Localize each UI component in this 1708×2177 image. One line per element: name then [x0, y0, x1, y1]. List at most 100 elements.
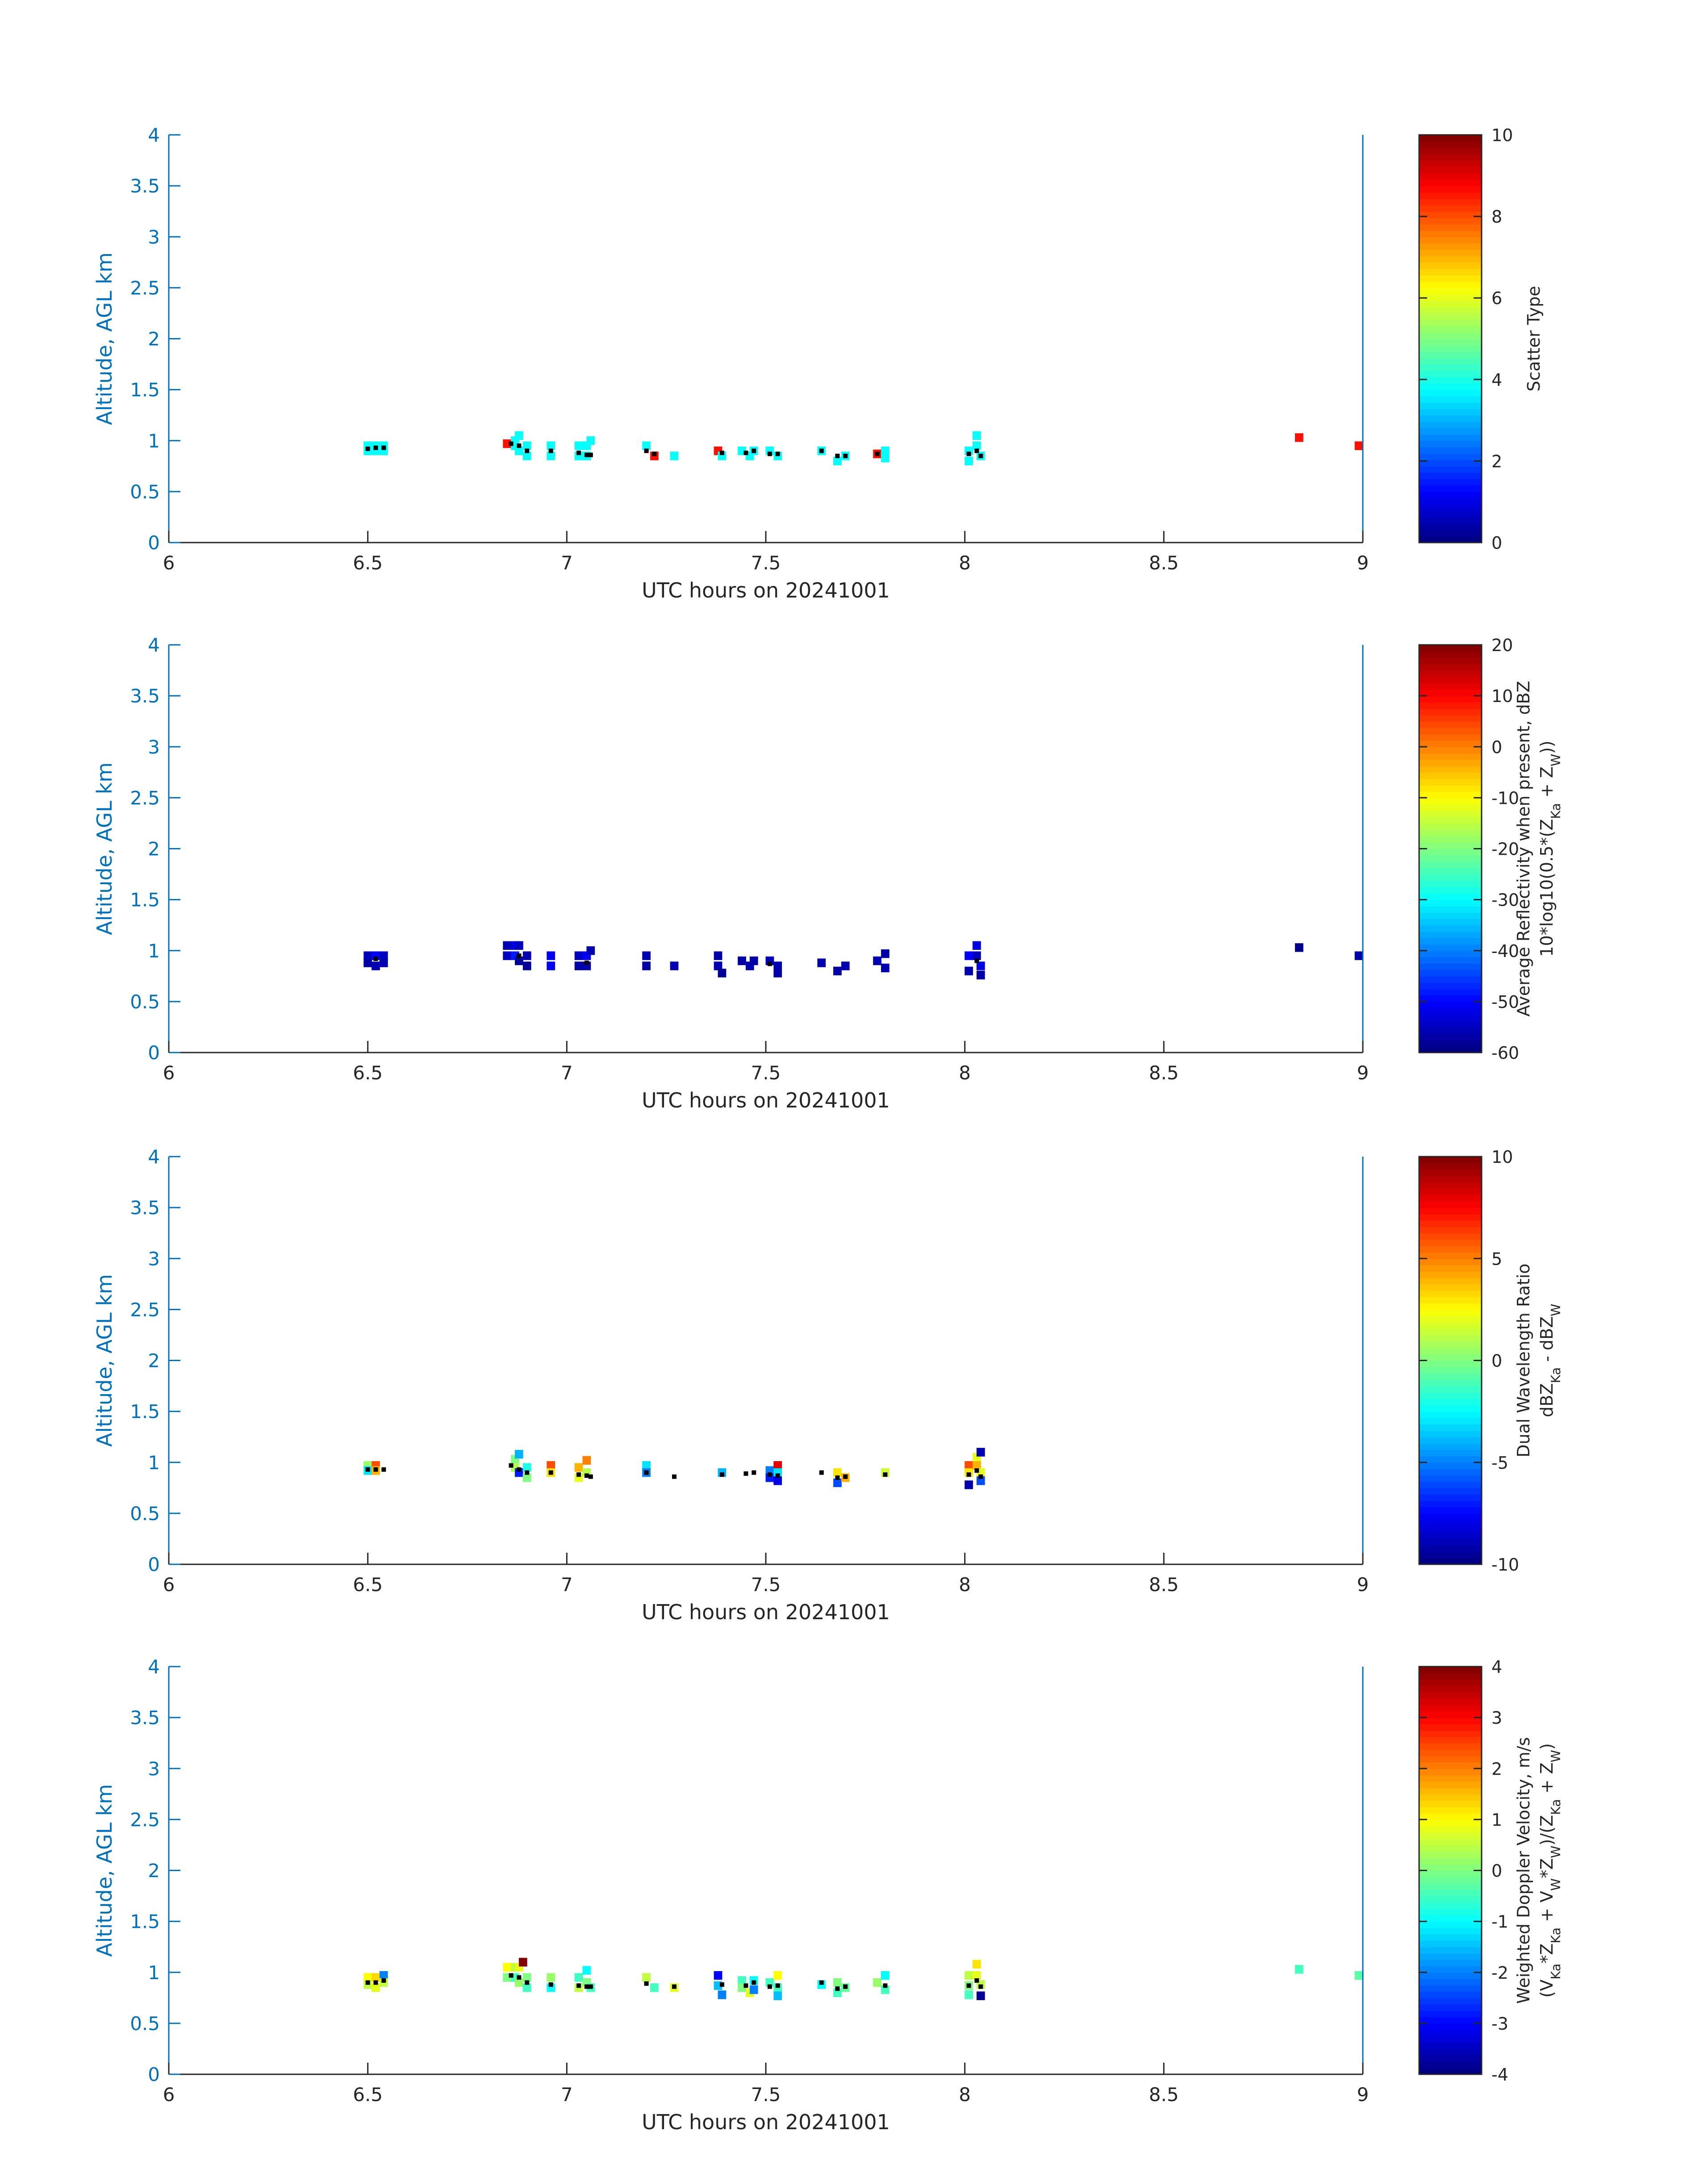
marker-point — [576, 451, 581, 455]
colorbar-swatch — [1419, 1673, 1482, 1680]
marker-point — [517, 1467, 522, 1472]
colorbar-swatch — [1419, 848, 1482, 856]
marker-point — [576, 1472, 581, 1477]
y-tick-label: 0 — [148, 1042, 160, 1064]
colorbar-swatch — [1419, 1417, 1482, 1425]
heatmap-cell — [363, 951, 372, 960]
colorbar-swatch — [1419, 1214, 1482, 1221]
heatmap-cell — [503, 1963, 511, 1972]
heatmap-cell — [670, 961, 679, 970]
colorbar-swatch — [1419, 855, 1482, 862]
y-tick-label: 0.5 — [130, 481, 160, 503]
colorbar-swatch — [1419, 1014, 1482, 1021]
colorbar-tick-label: -60 — [1491, 1043, 1519, 1063]
colorbar-tick-label: -1 — [1491, 1912, 1508, 1932]
colorbar-swatch — [1419, 1717, 1482, 1725]
colorbar-swatch — [1419, 179, 1482, 186]
colorbar-tick-label: -10 — [1491, 788, 1519, 808]
colorbar-tick-label: 0 — [1491, 737, 1502, 757]
plot-area — [169, 645, 1363, 1053]
marker-point — [381, 445, 386, 450]
colorbar-swatch — [1419, 1290, 1482, 1297]
heatmap-cell — [881, 453, 889, 463]
colorbar-swatch — [1419, 810, 1482, 817]
marker-point — [974, 958, 979, 963]
heatmap-cell — [873, 956, 881, 965]
plot-area — [169, 1667, 1363, 2074]
colorbar-tick-label: -3 — [1491, 2014, 1508, 2034]
marker-point — [548, 1470, 553, 1475]
colorbar-swatch — [1419, 925, 1482, 932]
colorbar-swatch — [1419, 402, 1482, 409]
marker-point — [843, 1984, 848, 1989]
x-tick-label: 8 — [959, 2084, 971, 2106]
colorbar-swatch — [1419, 1226, 1482, 1233]
marker-point — [719, 1982, 724, 1987]
heatmap-cell — [522, 1473, 531, 1482]
colorbar-tick-label: -5 — [1491, 1453, 1508, 1473]
colorbar-swatch — [1419, 1819, 1482, 1826]
marker-point — [835, 453, 840, 458]
marker-point — [883, 1472, 888, 1477]
x-tick-label: 8 — [959, 1062, 971, 1084]
marker-point — [588, 1474, 593, 1479]
colorbar-swatch — [1419, 804, 1482, 811]
colorbar-swatch — [1419, 1033, 1482, 1040]
colorbar-swatch — [1419, 338, 1482, 346]
colorbar-swatch — [1419, 485, 1482, 492]
colorbar-swatch — [1419, 300, 1482, 307]
colorbar-swatch — [1419, 1373, 1482, 1380]
y-tick-label: 2.5 — [130, 1809, 160, 1830]
colorbar-swatch — [1419, 332, 1482, 339]
colorbar-swatch — [1419, 1322, 1482, 1329]
colorbar-swatch — [1419, 1551, 1482, 1559]
y-tick-label: 3 — [148, 1758, 160, 1780]
y-tick-label: 1.5 — [130, 1401, 160, 1423]
heatmap-cell — [574, 1973, 583, 1982]
colorbar-swatch — [1419, 530, 1482, 537]
colorbar-swatch — [1419, 1341, 1482, 1348]
x-tick-label: 6 — [163, 1062, 175, 1084]
marker-point — [966, 451, 971, 456]
colorbar-swatch — [1419, 1883, 1482, 1890]
colorbar-swatch — [1419, 1481, 1482, 1488]
marker-point — [819, 1470, 824, 1475]
colorbar-swatch — [1419, 1832, 1482, 1839]
marker-point — [974, 1468, 979, 1473]
colorbar-swatch — [1419, 1915, 1482, 1922]
heatmap-cell — [522, 1463, 531, 1472]
colorbar-swatch — [1419, 1851, 1482, 1858]
colorbar-swatch — [1419, 1430, 1482, 1437]
y-tick-label: 4 — [148, 1656, 160, 1678]
colorbar-swatch — [1419, 1379, 1482, 1387]
marker-point — [966, 1472, 971, 1477]
colorbar-swatch — [1419, 1208, 1482, 1215]
x-tick-label: 8.5 — [1149, 1574, 1179, 1596]
colorbar-swatch — [1419, 1985, 1482, 1992]
colorbar-tick-label: 4 — [1491, 1657, 1502, 1677]
colorbar-swatch — [1419, 141, 1482, 148]
colorbar-swatch — [1419, 517, 1482, 524]
colorbar-swatch — [1419, 1386, 1482, 1393]
colorbar-tick-label: 6 — [1491, 288, 1502, 308]
colorbar-swatch — [1419, 186, 1482, 193]
colorbar-label: Weighted Doppler Velocity, m/s — [1514, 1737, 1533, 2004]
marker-point — [752, 448, 756, 453]
colorbar-swatch — [1419, 670, 1482, 677]
y-tick-label: 0.5 — [130, 991, 160, 1013]
colorbar-swatch — [1419, 1008, 1482, 1015]
colorbar-swatch — [1419, 766, 1482, 773]
heatmap-cell — [773, 969, 782, 978]
marker-point — [517, 953, 522, 958]
colorbar-swatch — [1419, 842, 1482, 849]
colorbar: -60 -50 -40 -30 -20 -10 0 10 20 Average Reflectiv… — [1418, 635, 1563, 1063]
colorbar-swatch — [1419, 1839, 1482, 1846]
marker-point — [819, 1980, 824, 1985]
colorbar-swatch — [1419, 396, 1482, 403]
y-axis-label: Altitude, AGL km — [92, 252, 117, 425]
marker-point — [509, 441, 514, 446]
colorbar-swatch — [1419, 358, 1482, 365]
colorbar-swatch — [1419, 434, 1482, 441]
heatmap-cell — [965, 456, 973, 466]
colorbar-swatch — [1419, 969, 1482, 977]
